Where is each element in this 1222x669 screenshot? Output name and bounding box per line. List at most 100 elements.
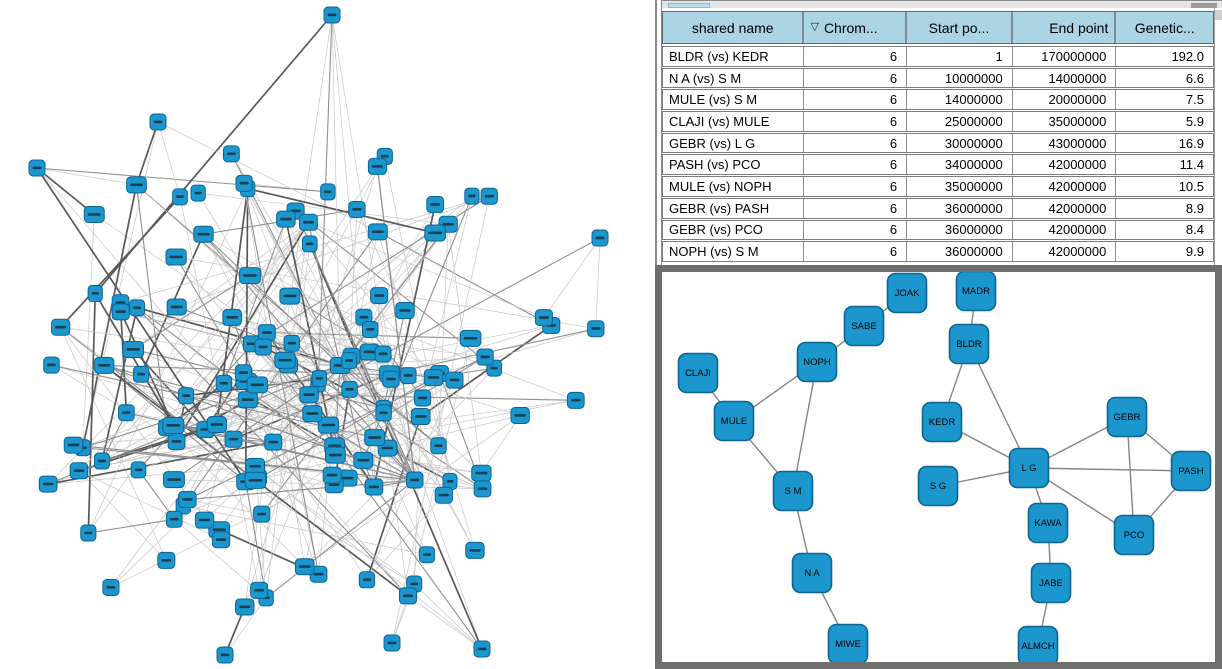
network-node[interactable]: PASH [1170,450,1212,492]
network-node[interactable] [320,183,336,201]
network-node[interactable] [130,461,147,479]
network-node[interactable] [224,430,243,448]
network-edge[interactable] [173,231,379,520]
network-node[interactable] [83,205,105,223]
network-edge[interactable] [175,221,310,443]
network-node[interactable]: MULE [713,400,755,442]
network-node[interactable] [364,429,386,447]
network-node[interactable] [178,491,197,509]
network-edge[interactable] [243,183,306,567]
network-node[interactable] [341,380,358,398]
network-node[interactable] [413,389,432,407]
network-edge[interactable] [60,327,167,561]
network-node[interactable]: PCO [1113,514,1155,556]
network-edge[interactable] [792,361,818,492]
network-node[interactable]: NOPH [796,341,838,383]
network-node[interactable] [162,416,185,434]
network-node[interactable] [193,225,214,243]
network-node[interactable] [323,6,341,24]
network-edge[interactable] [254,466,483,650]
network-node[interactable] [361,320,379,338]
table-row[interactable]: BLDR (vs) KEDR 6 1 170000000 192.0 [662,46,1214,67]
network-node[interactable] [167,433,186,451]
network-node[interactable] [465,541,485,559]
table-row[interactable]: GEBR (vs) PASH 6 36000000 42000000 8.9 [662,197,1214,219]
network-node[interactable] [423,369,444,387]
table-row[interactable]: MULE (vs) NOPH 6 35000000 42000000 10.5 [662,176,1214,197]
network-edge[interactable] [433,377,451,482]
network-edge[interactable] [331,14,341,366]
network-node[interactable] [254,338,272,356]
network-edge[interactable] [258,360,350,591]
network-edge[interactable] [243,183,320,575]
network-node[interactable] [424,224,447,242]
network-node[interactable]: BLDR [948,323,990,365]
network-edge[interactable] [244,188,249,482]
network-edge[interactable] [60,196,181,328]
network-node[interactable]: GEBR [1106,396,1148,438]
network-edge[interactable] [481,415,521,474]
network-node[interactable] [250,581,269,599]
network-node[interactable] [279,287,301,305]
network-edge[interactable] [88,518,175,534]
network-edge[interactable] [304,415,521,567]
network-edge[interactable] [51,364,483,490]
network-edge[interactable] [157,121,181,197]
network-edge[interactable] [356,209,406,311]
network-node[interactable] [341,352,358,370]
network-node[interactable]: SABE [843,305,885,347]
network-node[interactable] [398,587,418,605]
network-node[interactable] [111,303,130,321]
network-edge[interactable] [179,196,260,591]
network-node[interactable] [418,546,435,564]
network-node[interactable] [276,210,296,228]
network-edge[interactable] [249,275,576,401]
network-edge[interactable] [243,183,350,390]
network-node[interactable] [215,374,233,392]
table-vertical-scrollbar[interactable] [1214,8,1222,265]
scrollbar-thumb[interactable] [668,3,710,8]
network-node[interactable] [473,640,491,658]
network-edge[interactable] [120,311,341,366]
network-node[interactable] [464,187,480,205]
network-edge[interactable] [295,210,416,481]
column-header-chromosome[interactable]: ▽ Chrom... [804,12,908,43]
network-node[interactable] [206,416,227,434]
network-edge[interactable] [383,412,445,496]
network-node[interactable] [410,408,431,426]
table-row[interactable]: PASH (vs) PCO 6 34000000 42000000 11.4 [662,154,1214,176]
network-node[interactable] [38,475,58,493]
network-edge[interactable] [203,233,440,374]
network-edge[interactable] [422,196,473,399]
network-node[interactable]: MADR [955,270,997,312]
network-node[interactable] [28,159,46,177]
network-node[interactable] [222,145,240,163]
network-edge[interactable] [94,293,175,426]
network-node[interactable] [190,184,206,202]
network-edge[interactable] [1028,467,1192,472]
network-edge[interactable] [78,470,167,561]
network-node[interactable] [63,436,84,454]
network-node[interactable] [87,284,103,302]
network-node[interactable] [166,298,187,316]
network-edge[interactable] [245,412,384,483]
network-edge[interactable] [126,412,482,474]
network-node[interactable] [157,551,176,569]
network-edge[interactable] [36,167,328,193]
network-node[interactable] [317,416,340,434]
network-edge[interactable] [373,486,428,556]
network-node[interactable] [244,471,267,489]
network-edge[interactable] [376,166,416,481]
network-node[interactable] [43,356,60,374]
network-edge[interactable] [265,243,311,598]
network-node[interactable] [395,302,415,320]
network-node[interactable] [211,531,231,549]
network-edge[interactable] [389,373,416,481]
network-edge[interactable] [175,256,244,374]
network-edge[interactable] [378,295,416,481]
network-node[interactable] [383,634,401,652]
network-node[interactable] [406,471,424,489]
network-node[interactable] [102,578,120,596]
network-node[interactable] [129,299,146,317]
network-node[interactable] [434,486,453,504]
